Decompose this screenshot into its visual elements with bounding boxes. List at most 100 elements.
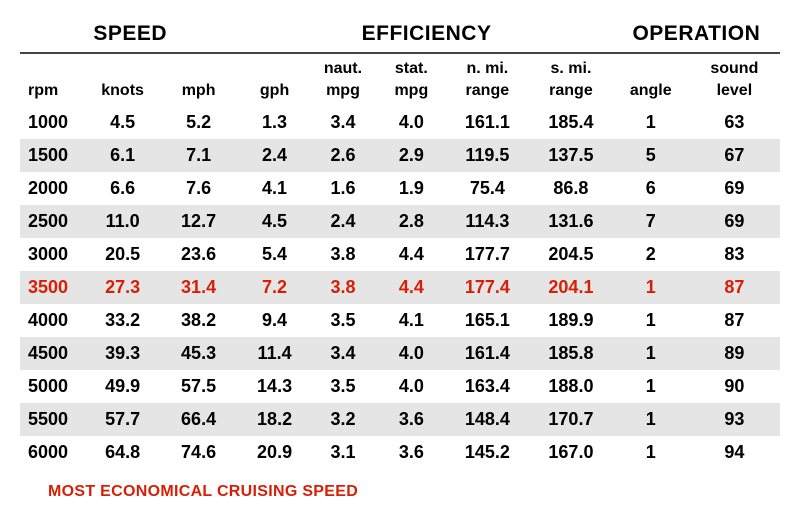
cell-sound_level: 90: [689, 370, 780, 403]
cell-mph: 23.6: [157, 238, 241, 271]
cell-n_mi_range: 165.1: [446, 304, 530, 337]
cell-angle: 2: [613, 238, 689, 271]
cell-angle: 1: [613, 106, 689, 139]
cell-mph: 7.1: [157, 139, 241, 172]
cell-sound_level: 87: [689, 304, 780, 337]
subheader-blank: [613, 53, 689, 80]
table-row: 350027.331.47.23.84.4177.4204.1187: [20, 271, 780, 304]
cell-knots: 57.7: [88, 403, 156, 436]
cell-gph: 2.4: [240, 139, 308, 172]
cell-sound_level: 63: [689, 106, 780, 139]
cell-gph: 9.4: [240, 304, 308, 337]
cell-naut_mpg: 3.1: [309, 436, 377, 469]
cell-gph: 14.3: [240, 370, 308, 403]
cell-n_mi_range: 163.4: [446, 370, 530, 403]
cell-knots: 49.9: [88, 370, 156, 403]
cell-mph: 45.3: [157, 337, 241, 370]
cell-gph: 7.2: [240, 271, 308, 304]
cell-angle: 1: [613, 370, 689, 403]
table-header: SPEED EFFICIENCY OPERATION naut. stat. n…: [20, 18, 780, 106]
table-row: 10004.55.21.33.44.0161.1185.4163: [20, 106, 780, 139]
cell-sound_level: 94: [689, 436, 780, 469]
cell-mph: 5.2: [157, 106, 241, 139]
cell-s_mi_range: 189.9: [529, 304, 613, 337]
cell-stat_mpg: 4.1: [377, 304, 445, 337]
cell-stat_mpg: 4.0: [377, 337, 445, 370]
table-row: 400033.238.29.43.54.1165.1189.9187: [20, 304, 780, 337]
cell-stat_mpg: 3.6: [377, 436, 445, 469]
cell-stat_mpg: 4.4: [377, 238, 445, 271]
cell-naut_mpg: 3.2: [309, 403, 377, 436]
cell-rpm: 6000: [20, 436, 88, 469]
cell-gph: 1.3: [240, 106, 308, 139]
cell-naut_mpg: 1.6: [309, 172, 377, 205]
cell-stat_mpg: 2.9: [377, 139, 445, 172]
cell-sound_level: 93: [689, 403, 780, 436]
performance-table-container: SPEED EFFICIENCY OPERATION naut. stat. n…: [20, 18, 780, 501]
cell-naut_mpg: 3.5: [309, 370, 377, 403]
cell-knots: 20.5: [88, 238, 156, 271]
cell-angle: 1: [613, 304, 689, 337]
group-header-speed: SPEED: [20, 18, 240, 53]
cell-s_mi_range: 185.8: [529, 337, 613, 370]
cell-rpm: 1500: [20, 139, 88, 172]
subheader-sound: sound: [689, 53, 780, 80]
subheader-stat: stat.: [377, 53, 445, 80]
cell-rpm: 5000: [20, 370, 88, 403]
cell-s_mi_range: 204.1: [529, 271, 613, 304]
cell-sound_level: 89: [689, 337, 780, 370]
cell-knots: 6.6: [88, 172, 156, 205]
subheader-knots: knots: [88, 80, 156, 106]
cell-mph: 7.6: [157, 172, 241, 205]
group-header-efficiency: EFFICIENCY: [240, 18, 612, 53]
cell-stat_mpg: 1.9: [377, 172, 445, 205]
cell-stat_mpg: 4.0: [377, 106, 445, 139]
subheader-gph: gph: [240, 80, 308, 106]
subheader-range-smi: range: [529, 80, 613, 106]
cell-rpm: 1000: [20, 106, 88, 139]
cell-rpm: 5500: [20, 403, 88, 436]
cell-naut_mpg: 3.8: [309, 271, 377, 304]
cell-gph: 4.1: [240, 172, 308, 205]
cell-angle: 1: [613, 403, 689, 436]
cell-naut_mpg: 3.4: [309, 337, 377, 370]
table-row: 20006.67.64.11.61.975.486.8669: [20, 172, 780, 205]
cell-n_mi_range: 75.4: [446, 172, 530, 205]
cell-s_mi_range: 167.0: [529, 436, 613, 469]
table-row: 250011.012.74.52.42.8114.3131.6769: [20, 205, 780, 238]
cell-naut_mpg: 2.6: [309, 139, 377, 172]
table-row: 550057.766.418.23.23.6148.4170.7193: [20, 403, 780, 436]
cell-rpm: 3500: [20, 271, 88, 304]
subheader-blank: [88, 53, 156, 80]
cell-sound_level: 69: [689, 205, 780, 238]
cell-rpm: 2500: [20, 205, 88, 238]
cell-s_mi_range: 170.7: [529, 403, 613, 436]
subheader-mpg-naut: mpg: [309, 80, 377, 106]
table-row: 500049.957.514.33.54.0163.4188.0190: [20, 370, 780, 403]
cell-rpm: 4000: [20, 304, 88, 337]
cell-knots: 33.2: [88, 304, 156, 337]
cell-angle: 1: [613, 436, 689, 469]
subheader-blank: [157, 53, 241, 80]
subheader-level: level: [689, 80, 780, 106]
cell-sound_level: 83: [689, 238, 780, 271]
cell-n_mi_range: 119.5: [446, 139, 530, 172]
cell-angle: 5: [613, 139, 689, 172]
cell-mph: 31.4: [157, 271, 241, 304]
table-row: 600064.874.620.93.13.6145.2167.0194: [20, 436, 780, 469]
cell-mph: 74.6: [157, 436, 241, 469]
cell-mph: 66.4: [157, 403, 241, 436]
cell-stat_mpg: 4.0: [377, 370, 445, 403]
subheader-blank: [20, 53, 88, 80]
cell-sound_level: 69: [689, 172, 780, 205]
cell-s_mi_range: 204.5: [529, 238, 613, 271]
table-row: 450039.345.311.43.44.0161.4185.8189: [20, 337, 780, 370]
group-header-operation: OPERATION: [613, 18, 780, 53]
subheader-mpg-stat: mpg: [377, 80, 445, 106]
cell-rpm: 2000: [20, 172, 88, 205]
cell-s_mi_range: 131.6: [529, 205, 613, 238]
cell-s_mi_range: 185.4: [529, 106, 613, 139]
performance-table: SPEED EFFICIENCY OPERATION naut. stat. n…: [20, 18, 780, 469]
table-body: 10004.55.21.33.44.0161.1185.416315006.17…: [20, 106, 780, 469]
cell-gph: 4.5: [240, 205, 308, 238]
